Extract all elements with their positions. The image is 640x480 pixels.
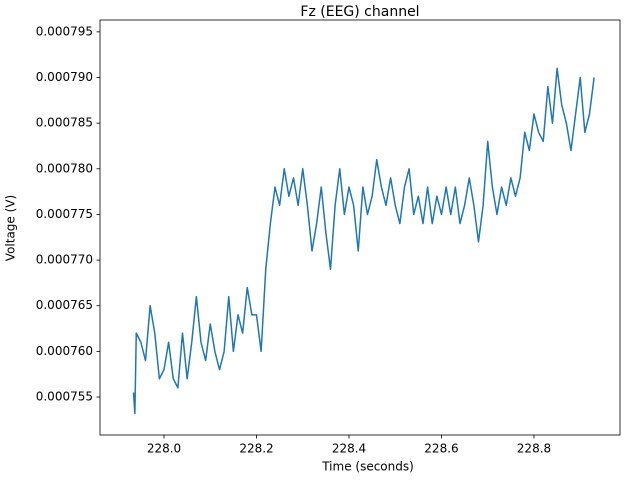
y-tick-label: 0.000755 [36,390,93,404]
y-tick-label: 0.000760 [36,344,93,358]
chart-title: Fz (EEG) channel [300,4,419,20]
y-axis-label: Voltage (V) [4,195,18,261]
x-tick-label: 228.4 [332,442,366,456]
y-tick-label: 0.000765 [36,298,93,312]
x-tick-label: 228.8 [517,442,551,456]
plot-frame [99,19,621,436]
x-tick-label: 228.2 [239,442,273,456]
y-tick-label: 0.000770 [36,253,93,267]
x-tick-label: 228.0 [147,442,181,456]
data-line [132,67,595,415]
x-tick-label: 228.6 [424,442,458,456]
y-tick-label: 0.000795 [36,24,93,38]
y-tick-label: 0.000780 [36,161,93,175]
y-tick-label: 0.000790 [36,70,93,84]
y-tick-label: 0.000775 [36,207,93,221]
y-tick-label: 0.000785 [36,116,93,130]
x-axis-label: Time (seconds) [321,460,414,474]
